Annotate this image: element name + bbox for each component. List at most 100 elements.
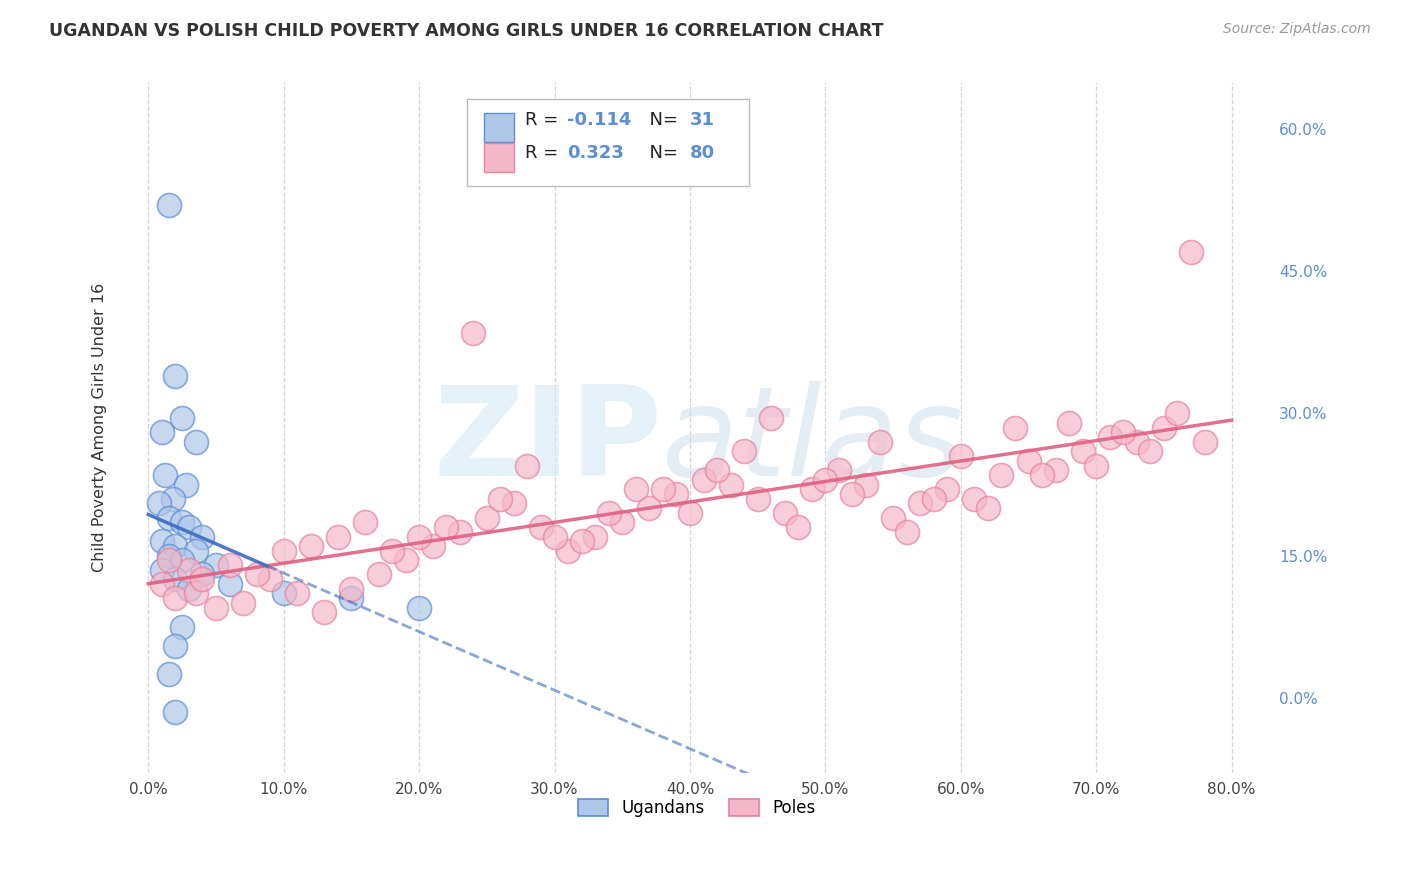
Point [869, 434, 891, 449]
Point [367, 567, 389, 582]
Point [172, 553, 194, 567]
Text: 0.323: 0.323 [567, 145, 623, 162]
Point [1153, 420, 1175, 434]
FancyBboxPatch shape [484, 113, 513, 142]
Point [354, 516, 377, 530]
Y-axis label: Child Poverty Among Girls Under 16: Child Poverty Among Girls Under 16 [93, 283, 107, 573]
Point [148, 496, 170, 510]
Point [747, 491, 769, 506]
Point [679, 506, 702, 520]
Point [150, 425, 173, 440]
Point [1194, 434, 1216, 449]
Point [165, 639, 187, 653]
Point [218, 558, 240, 572]
Point [205, 600, 228, 615]
Text: N=: N= [638, 111, 683, 129]
Point [882, 510, 904, 524]
Point [761, 411, 783, 425]
Point [191, 567, 214, 582]
Point [246, 567, 269, 582]
Point [936, 482, 959, 496]
Point [165, 539, 187, 553]
Point [583, 530, 606, 544]
Point [530, 520, 553, 534]
Text: R =: R = [526, 145, 564, 162]
Point [990, 468, 1012, 483]
Point [340, 582, 363, 596]
Point [218, 577, 240, 591]
Point [153, 468, 176, 483]
Point [1098, 430, 1121, 444]
Point [977, 501, 1000, 516]
Point [800, 482, 823, 496]
Point [157, 667, 180, 681]
Point [408, 600, 430, 615]
Point [598, 506, 620, 520]
Point [1112, 425, 1135, 440]
Point [638, 501, 661, 516]
Point [665, 487, 688, 501]
Point [706, 463, 728, 477]
Point [692, 473, 714, 487]
Point [157, 510, 180, 524]
Point [191, 572, 214, 586]
Text: ZIP: ZIP [433, 381, 662, 502]
Point [381, 544, 404, 558]
Point [172, 516, 194, 530]
Point [232, 596, 254, 610]
Point [855, 477, 877, 491]
Point [1166, 407, 1188, 421]
Point [172, 411, 194, 425]
Point [949, 449, 972, 463]
Point [1045, 463, 1067, 477]
Point [184, 586, 207, 600]
Point [273, 544, 295, 558]
Point [787, 520, 810, 534]
Point [434, 520, 457, 534]
Text: UGANDAN VS POLISH CHILD POVERTY AMONG GIRLS UNDER 16 CORRELATION CHART: UGANDAN VS POLISH CHILD POVERTY AMONG GI… [49, 22, 884, 40]
Point [1085, 458, 1108, 473]
Point [557, 544, 579, 558]
Point [489, 491, 512, 506]
Point [165, 368, 187, 383]
Point [516, 458, 538, 473]
Point [733, 444, 755, 458]
Point [1126, 434, 1149, 449]
Point [259, 572, 281, 586]
Legend: Ugandans, Poles: Ugandans, Poles [571, 792, 823, 824]
Text: atlas: atlas [662, 381, 965, 502]
Point [1057, 416, 1080, 430]
Point [340, 591, 363, 606]
Point [184, 434, 207, 449]
Text: -0.114: -0.114 [567, 111, 631, 129]
Point [503, 496, 526, 510]
Point [1031, 468, 1053, 483]
Point [1071, 444, 1094, 458]
Point [1004, 420, 1026, 434]
Point [1180, 245, 1202, 260]
Point [150, 563, 173, 577]
Point [150, 534, 173, 549]
Point [814, 473, 837, 487]
Point [191, 530, 214, 544]
Point [157, 553, 180, 567]
Point [828, 463, 851, 477]
Point [963, 491, 986, 506]
Point [1018, 454, 1040, 468]
Point [150, 577, 173, 591]
Text: Source: ZipAtlas.com: Source: ZipAtlas.com [1223, 22, 1371, 37]
FancyBboxPatch shape [484, 143, 513, 172]
Point [172, 619, 194, 633]
Point [449, 524, 471, 539]
Point [162, 491, 184, 506]
Point [922, 491, 945, 506]
Point [299, 539, 322, 553]
Point [177, 582, 200, 596]
FancyBboxPatch shape [467, 99, 748, 186]
Text: 80: 80 [690, 145, 716, 162]
Point [177, 520, 200, 534]
Point [174, 477, 197, 491]
Point [165, 705, 187, 719]
Point [841, 487, 863, 501]
Point [165, 591, 187, 606]
